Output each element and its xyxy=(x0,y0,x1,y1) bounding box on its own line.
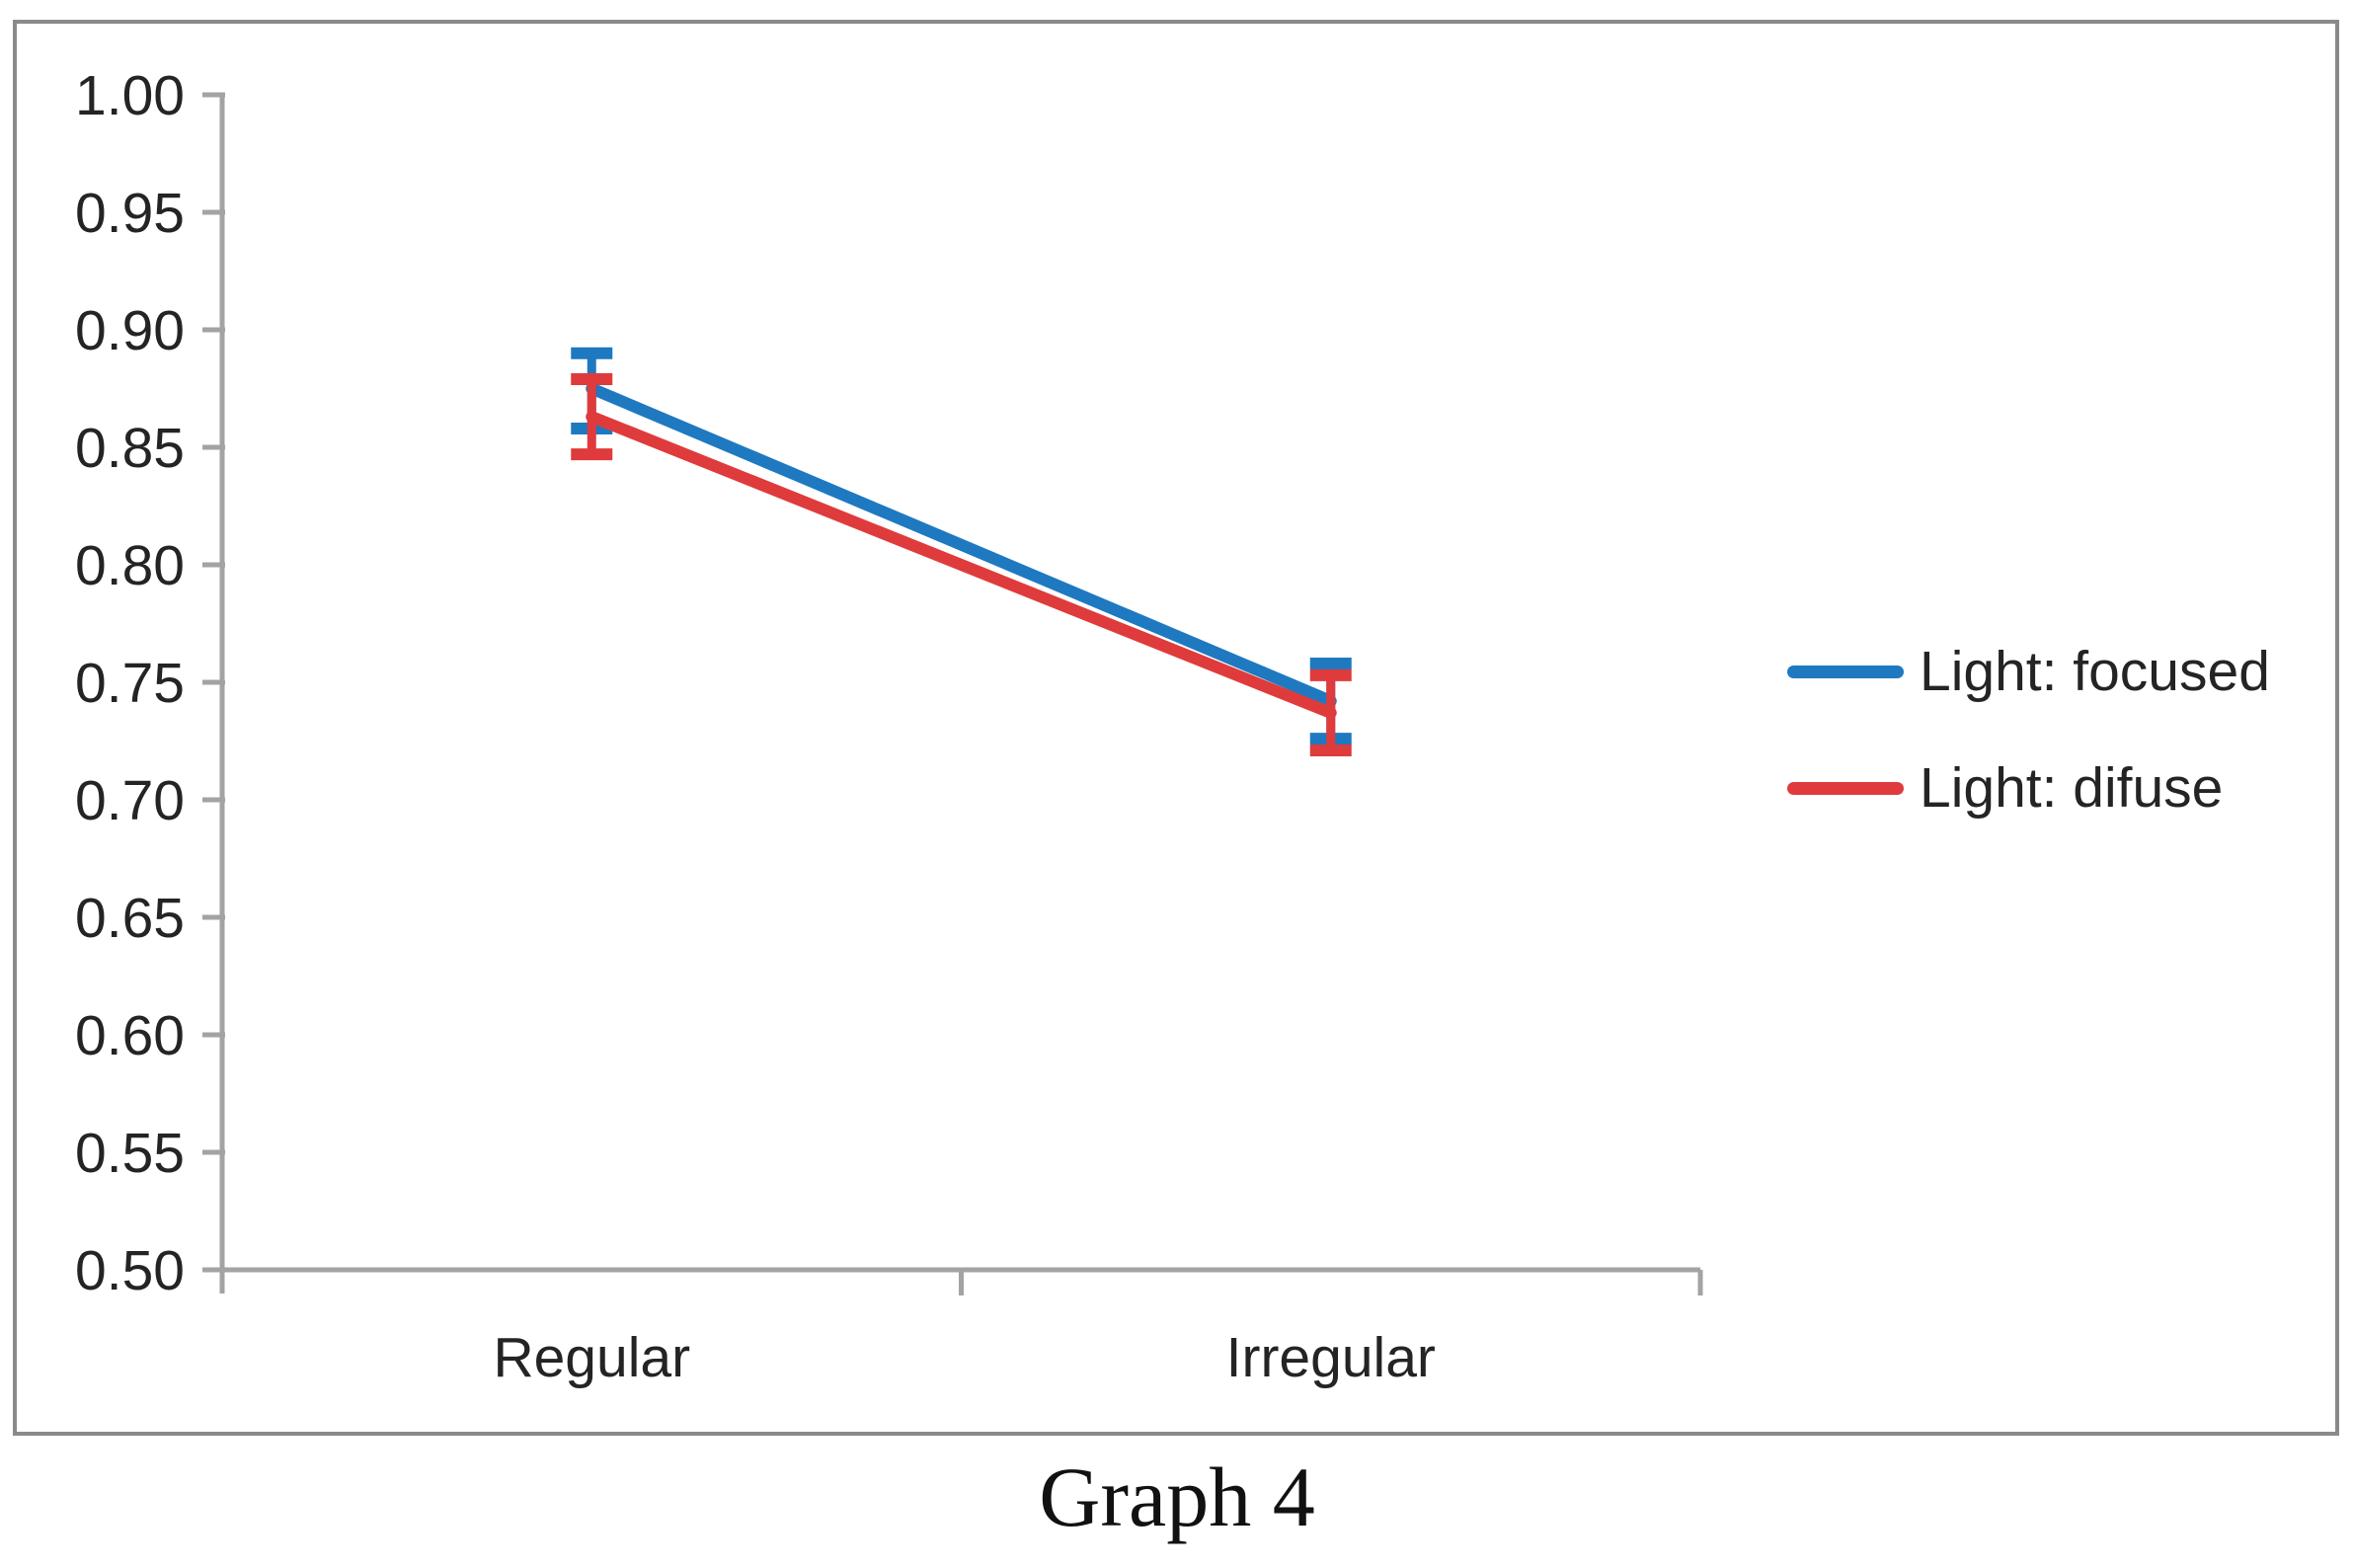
series-line-light-difuse xyxy=(586,411,1337,719)
legend-label-focused: Light: focused xyxy=(1920,640,2270,703)
legend-line-swatch-focused xyxy=(1787,665,1904,678)
y-tick-label: 0.65 xyxy=(75,887,185,950)
y-tick-label: 0.70 xyxy=(75,769,185,832)
y-tick-label: 0.80 xyxy=(75,534,185,597)
figure-caption: Graph 4 xyxy=(1039,1450,1315,1544)
legend-label-difuse: Light: difuse xyxy=(1920,756,2224,820)
y-tick-label: 0.85 xyxy=(75,417,185,480)
legend-item-focused: Light: focused xyxy=(1787,640,2270,703)
y-tick-label: 1.00 xyxy=(75,64,185,127)
y-tick-label: 0.95 xyxy=(75,182,185,245)
x-category-label: Regular xyxy=(493,1326,690,1389)
legend-item-difuse: Light: difuse xyxy=(1787,756,2270,820)
y-tick-label: 0.50 xyxy=(75,1239,185,1302)
y-tick-label: 0.55 xyxy=(75,1122,185,1185)
y-tick-label: 0.75 xyxy=(75,652,185,715)
legend: Light: focused Light: difuse xyxy=(1787,640,2270,875)
y-tick-label: 0.90 xyxy=(75,299,185,362)
x-category-label: Irregular xyxy=(1226,1326,1436,1389)
y-tick-label: 0.60 xyxy=(75,1004,185,1067)
legend-line-swatch-difuse xyxy=(1787,781,1904,795)
figure-border xyxy=(13,20,2339,1436)
series-line-light-focused xyxy=(586,382,1337,708)
